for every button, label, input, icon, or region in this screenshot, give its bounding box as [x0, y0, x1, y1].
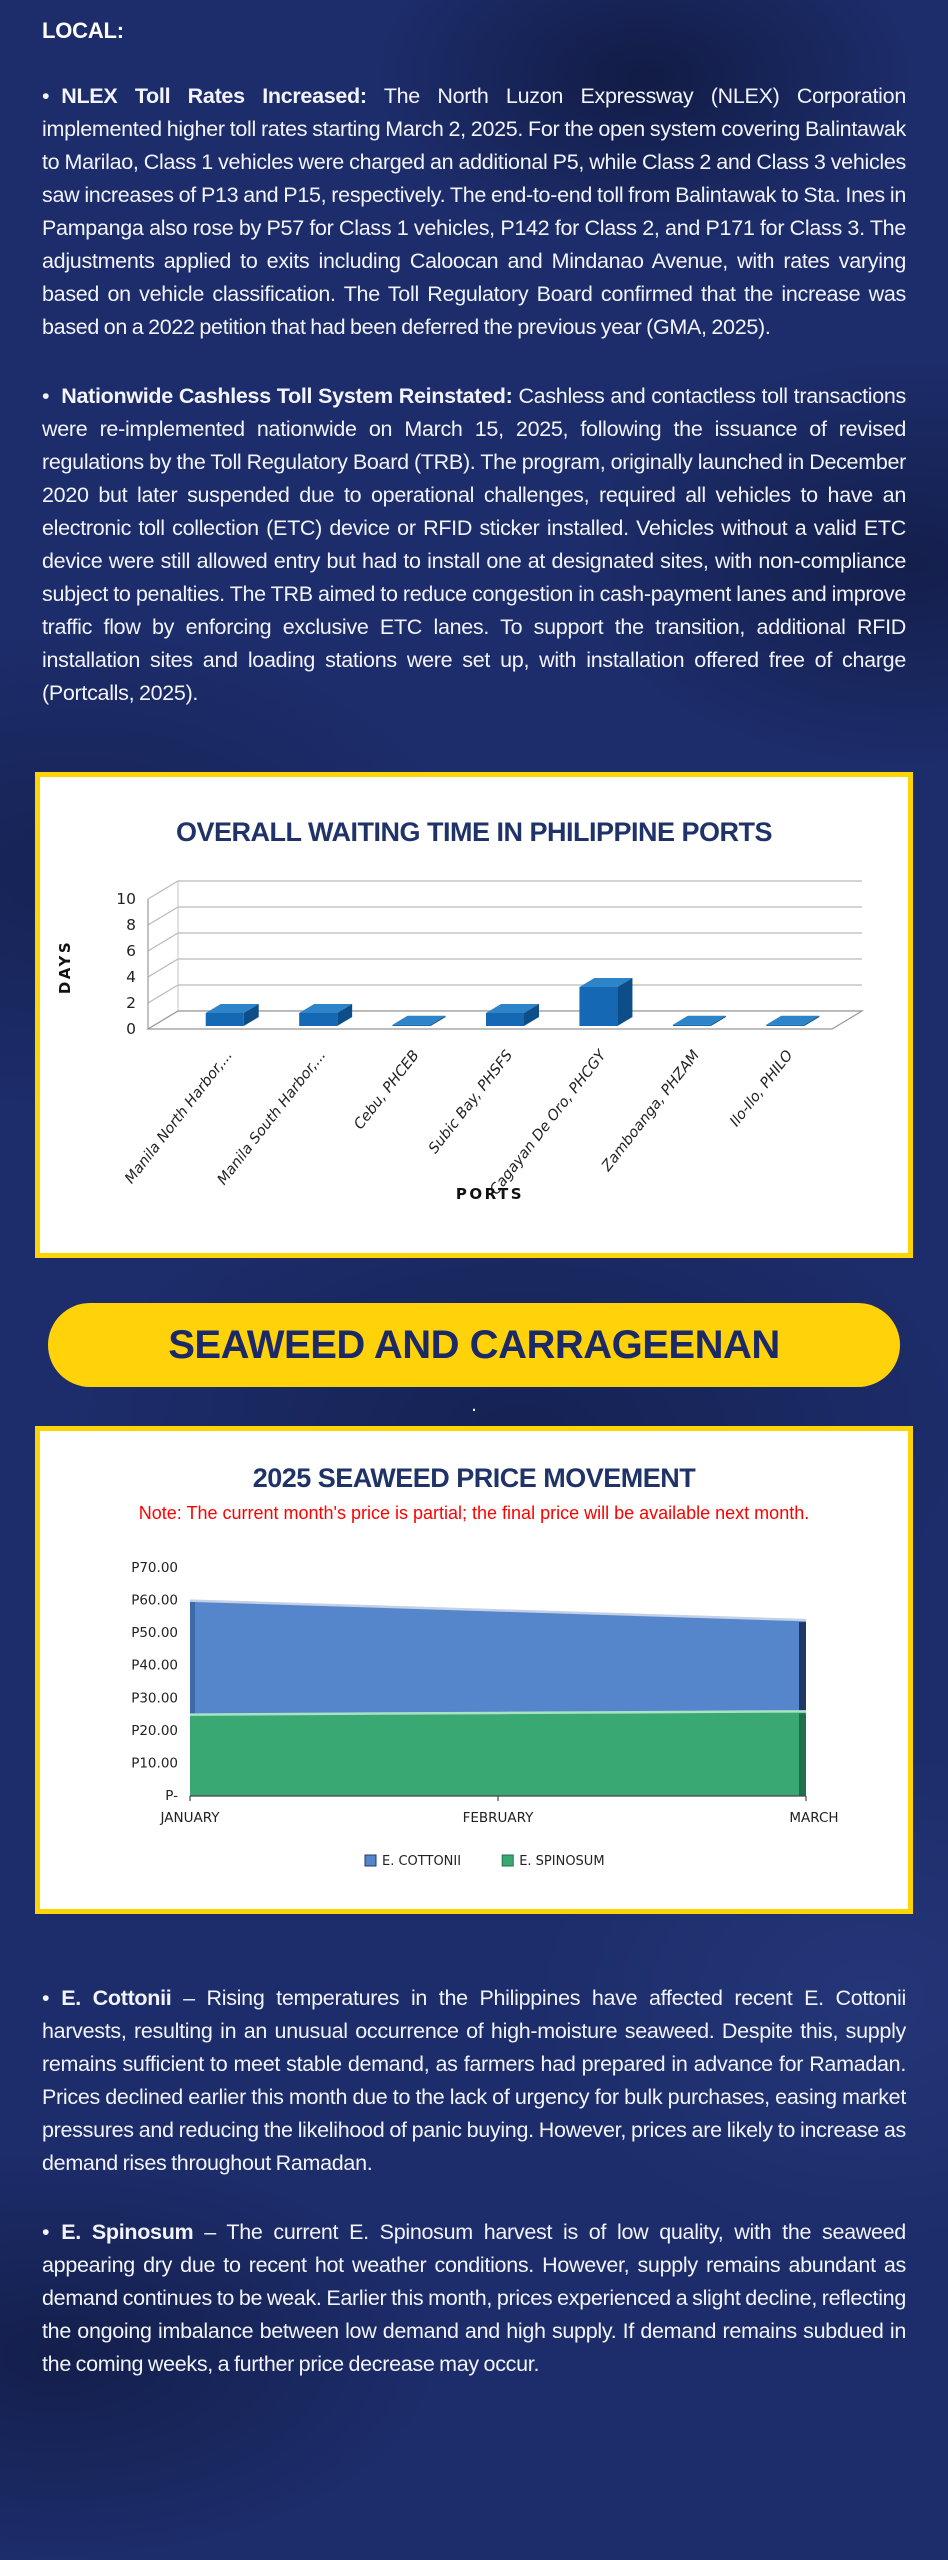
svg-text:P60.00: P60.00: [131, 1593, 178, 1609]
paragraph-e-cottonii: • E. Cottonii – Rising temperatures in th…: [42, 1982, 906, 2180]
svg-text:Zamboanga, PHZAM: Zamboanga, PHZAM: [598, 1047, 703, 1175]
paragraph-nlex-toll-rates: • NLEX Toll Rates Increased: The North Lu…: [42, 80, 906, 344]
svg-text:FEBRUARY: FEBRUARY: [463, 1810, 535, 1826]
local-news-section: LOCAL: • NLEX Toll Rates Increased: The N…: [0, 0, 948, 710]
section-heading-local: LOCAL:: [42, 18, 124, 43]
seaweed-section-banner: SEAWEED AND CARRAGEENAN: [48, 1303, 900, 1387]
bullet-marker: •: [42, 384, 50, 408]
svg-text:Ilo-Ilo, PHILO: Ilo-Ilo, PHILO: [727, 1048, 796, 1130]
banner-title: SEAWEED AND CARRAGEENAN: [168, 1322, 780, 1367]
divider-dot: .: [471, 1394, 477, 1416]
paragraph-e-spinosum: • E. Spinosum – The current E. Spinosum h…: [42, 2216, 906, 2381]
paragraph-label: Nationwide Cashless Toll System Reinstat…: [61, 384, 513, 408]
svg-text:E. SPINOSUM: E. SPINOSUM: [519, 1854, 604, 1869]
paragraph-label: E. Spinosum: [61, 2220, 194, 2244]
paragraph-text: – The current E. Spinosum harvest is of …: [42, 2220, 906, 2376]
newsletter-page: LOCAL: • NLEX Toll Rates Increased: The N…: [0, 0, 948, 2381]
seaweed-price-chart: 2025 SEAWEED PRICE MOVEMENT Note: The cur…: [35, 1426, 913, 1914]
svg-text:P-: P-: [165, 1788, 178, 1804]
svg-text:0: 0: [126, 1020, 136, 1038]
svg-text:Note: The current month's pric: Note: The current month's price is parti…: [139, 1503, 809, 1523]
bullet-marker: •: [42, 1986, 50, 2010]
bullet-marker: •: [42, 2220, 50, 2244]
svg-text:P70.00: P70.00: [131, 1560, 178, 1576]
paragraph-text: – Rising temperatures in the Philippines…: [42, 1986, 906, 2175]
svg-text:2025 SEAWEED PRICE MOVEMENT: 2025 SEAWEED PRICE MOVEMENT: [253, 1463, 697, 1493]
svg-text:Subic Bay, PHSFS: Subic Bay, PHSFS: [426, 1048, 516, 1157]
seaweed-news-section: • E. Cottonii – Rising temperatures in th…: [0, 1914, 948, 2381]
paragraph-label: NLEX Toll Rates Increased:: [61, 84, 367, 108]
svg-text:OVERALL WAITING TIME IN PHILIP: OVERALL WAITING TIME IN PHILIPPINE PORTS: [176, 817, 772, 847]
svg-text:10: 10: [116, 890, 136, 908]
svg-text:DAYS: DAYS: [56, 940, 74, 994]
svg-text:Manila North Harbor,...: Manila North Harbor,...: [122, 1048, 236, 1187]
svg-text:Manila South Harbor,...: Manila South Harbor,...: [215, 1048, 330, 1188]
svg-text:P50.00: P50.00: [131, 1625, 178, 1641]
svg-text:MARCH: MARCH: [789, 1810, 838, 1826]
svg-text:Cebu, PHCEB: Cebu, PHCEB: [351, 1048, 422, 1133]
svg-text:6: 6: [126, 942, 136, 960]
svg-text:JANUARY: JANUARY: [160, 1810, 221, 1826]
svg-text:P40.00: P40.00: [131, 1658, 178, 1674]
paragraph-cashless-toll: • Nationwide Cashless Toll System Reinsta…: [42, 380, 906, 710]
ports-waiting-time-chart: OVERALL WAITING TIME IN PHILIPPINE PORTS…: [35, 772, 913, 1258]
seaweed-chart-svg: 2025 SEAWEED PRICE MOVEMENT Note: The cur…: [131, 1463, 838, 1869]
svg-text:E. COTTONII: E. COTTONII: [382, 1854, 461, 1869]
paragraph-text: The North Luzon Expressway (NLEX) Corpor…: [42, 84, 906, 339]
svg-text:P20.00: P20.00: [131, 1723, 178, 1739]
paragraph-label: E. Cottonii: [61, 1986, 172, 2010]
svg-text:PORTS: PORTS: [456, 1185, 524, 1203]
svg-text:8: 8: [126, 916, 136, 934]
bullet-marker: •: [42, 84, 50, 108]
paragraph-text: Cashless and contactless toll transactio…: [42, 384, 907, 705]
svg-text:P10.00: P10.00: [131, 1755, 178, 1771]
svg-text:2: 2: [126, 994, 136, 1012]
svg-text:4: 4: [126, 968, 136, 986]
svg-text:P30.00: P30.00: [131, 1690, 178, 1706]
ports-chart-svg: OVERALL WAITING TIME IN PHILIPPINE PORTS…: [56, 817, 865, 1203]
